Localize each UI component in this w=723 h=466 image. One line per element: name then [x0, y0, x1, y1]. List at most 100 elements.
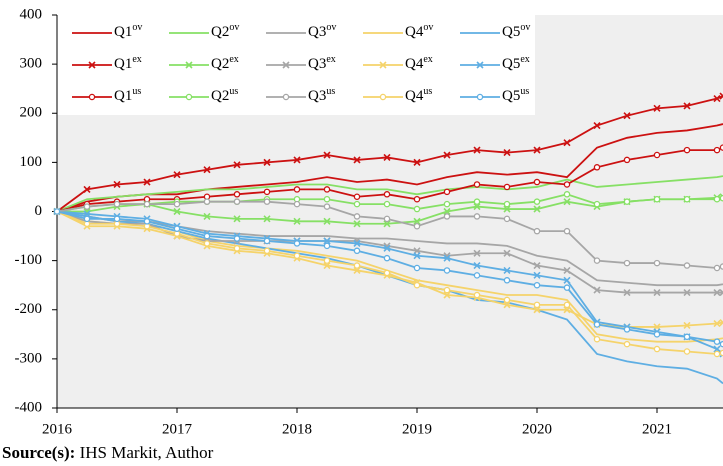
marker-x — [293, 217, 301, 225]
marker-x — [533, 205, 541, 213]
marker-circle — [443, 267, 451, 274]
legend-marker — [282, 61, 290, 69]
marker-circle — [713, 264, 721, 272]
marker-circle — [593, 200, 601, 208]
y-tick-label: 0 — [35, 203, 43, 219]
series-line — [56, 210, 723, 385]
marker-x — [353, 220, 361, 228]
marker-circle — [323, 242, 331, 250]
marker-circle — [413, 222, 421, 230]
marker-circle — [623, 340, 631, 348]
series-line — [56, 200, 723, 269]
x-tick-label: 2020 — [522, 421, 552, 437]
marker-circle — [503, 296, 511, 304]
marker-circle — [323, 203, 331, 210]
legend-marker — [88, 61, 96, 69]
legend-label: Q1us — [114, 86, 141, 104]
marker-circle — [653, 259, 661, 267]
marker-circle — [83, 203, 91, 210]
series-line — [56, 175, 723, 213]
marker-circle — [293, 200, 301, 208]
marker-circle — [443, 286, 451, 294]
marker-circle — [473, 291, 481, 299]
marker-x — [683, 102, 691, 110]
marker-circle — [623, 326, 631, 333]
marker-circle — [233, 245, 241, 252]
legend-label: Q2ov — [211, 22, 239, 40]
marker-x — [533, 146, 541, 154]
marker-x — [233, 215, 241, 223]
source-text: IHS Markit, Author — [80, 443, 214, 462]
marker-circle — [263, 247, 271, 255]
x-tick-label: 2018 — [282, 421, 312, 437]
x-tick-label: 2021 — [642, 421, 672, 437]
x-tick-label: 2019 — [402, 421, 432, 437]
marker-circle — [383, 215, 391, 223]
legend-marker — [185, 61, 193, 69]
marker-circle — [383, 254, 391, 262]
marker-circle — [233, 198, 241, 205]
marker-x — [713, 288, 721, 297]
marker-circle — [563, 284, 571, 291]
marker-circle — [563, 181, 571, 188]
y-tick-label: 300 — [20, 56, 43, 72]
marker-circle — [143, 200, 151, 208]
marker-x — [323, 261, 331, 270]
marker-circle — [443, 188, 451, 196]
marker-x — [473, 146, 481, 154]
marker-circle — [383, 200, 391, 208]
marker-x — [683, 288, 691, 297]
marker-circle — [653, 195, 661, 203]
legend-marker — [282, 93, 290, 101]
legend-label: Q5ov — [502, 22, 530, 40]
marker-circle — [719, 194, 723, 202]
marker-x — [383, 244, 391, 252]
legend-marker — [185, 93, 193, 101]
marker-circle — [353, 262, 361, 269]
marker-x — [379, 61, 387, 69]
marker-circle — [413, 205, 421, 213]
marker-x — [443, 207, 451, 216]
marker-circle — [713, 350, 721, 358]
marker-x — [623, 288, 631, 297]
marker-circle — [503, 277, 511, 284]
legend-label: Q4ex — [405, 54, 433, 72]
marker-x — [563, 198, 571, 206]
marker-circle — [379, 93, 387, 101]
marker-circle — [503, 200, 511, 208]
marker-x — [719, 288, 723, 297]
marker-x — [143, 178, 151, 186]
marker-circle — [593, 321, 601, 328]
marker-circle — [443, 213, 451, 220]
marker-x — [653, 288, 661, 297]
series-line — [56, 193, 723, 213]
marker-circle — [293, 252, 301, 259]
marker-x — [413, 217, 421, 225]
marker-x — [533, 271, 541, 279]
series-line — [56, 123, 723, 213]
marker-circle — [233, 191, 241, 198]
marker-x — [653, 104, 661, 112]
legend-label: Q3us — [308, 86, 335, 104]
marker-circle — [719, 340, 723, 348]
marker-circle — [323, 195, 331, 203]
marker-circle — [533, 301, 541, 309]
marker-circle — [293, 186, 301, 193]
marker-circle — [593, 335, 601, 343]
marker-circle — [719, 349, 723, 357]
marker-circle — [263, 198, 271, 205]
marker-x — [83, 185, 91, 193]
marker-circle — [323, 257, 331, 264]
legend-label: Q2ex — [211, 54, 239, 72]
marker-circle — [503, 183, 511, 191]
marker-circle — [623, 198, 631, 205]
marker-x — [353, 239, 361, 247]
marker-circle — [653, 331, 661, 338]
marker-circle — [413, 281, 421, 289]
marker-circle — [719, 263, 723, 270]
legend-label: Q5ex — [502, 54, 530, 72]
marker-x — [683, 321, 691, 330]
marker-x — [443, 151, 451, 159]
series-line — [56, 210, 723, 345]
marker-circle — [443, 200, 451, 208]
